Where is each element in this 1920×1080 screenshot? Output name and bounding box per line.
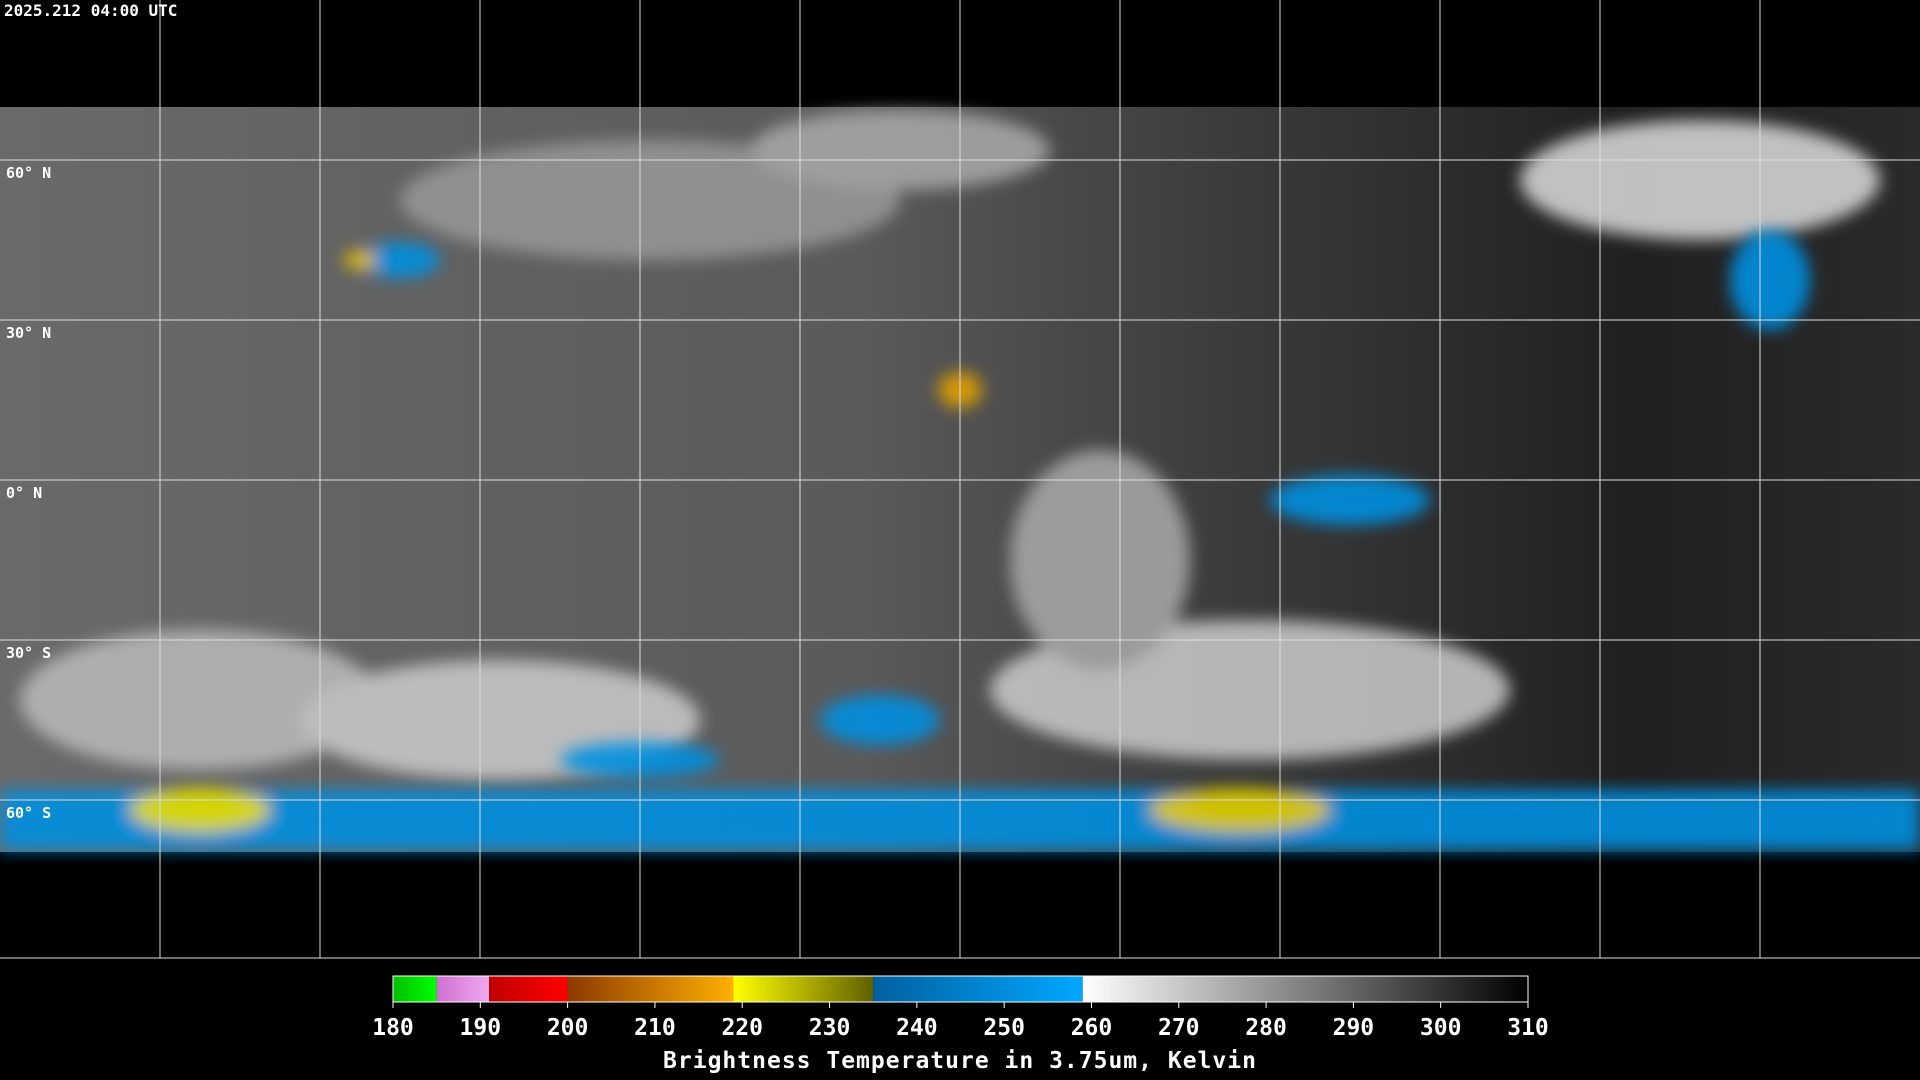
colorbar-tick-label: 180 (372, 1015, 414, 1041)
colorbar-tick-label: 220 (721, 1015, 763, 1041)
colorbar-segment (1082, 976, 1528, 1002)
colorbar-tick-label: 270 (1158, 1015, 1200, 1041)
colorbar-tick-label: 250 (983, 1015, 1025, 1041)
colorbar-tick-label: 240 (896, 1015, 938, 1041)
lat-label: 0° N (6, 484, 42, 502)
colorbar-tick-label: 310 (1507, 1015, 1549, 1041)
colorbar-segment (733, 976, 874, 1002)
colorbar-segment (873, 976, 1083, 1002)
colorbar-tick-label: 260 (1071, 1015, 1113, 1041)
graticule (0, 0, 1920, 959)
colorbar: 180 190 200 210 220 230 240 250 260 270 280 290 300 3… (372, 975, 1549, 1041)
colorbar-tick-label: 280 (1245, 1015, 1287, 1041)
lat-label: 30° N (6, 324, 51, 342)
lat-label: 60° N (6, 164, 51, 182)
colorbar-tick-label: 290 (1333, 1015, 1375, 1041)
latitude-labels: 60° N 30° N 0° N 30° S 60° S (6, 164, 51, 822)
lat-label: 60° S (6, 804, 51, 822)
colorbar-tick-label: 300 (1420, 1015, 1462, 1041)
colorbar-tick-label: 230 (809, 1015, 851, 1041)
colorbar-frame (392, 975, 1529, 1003)
colorbar-segment (393, 976, 437, 1002)
colorbar-segment (567, 976, 734, 1002)
colorbar-tick-label: 190 (460, 1015, 502, 1041)
colorbar-title: Brightness Temperature in 3.75um, Kelvin (663, 1048, 1257, 1074)
timestamp: 2025.212 04:00 UTC (4, 1, 177, 20)
colorbar-tick-label: 200 (547, 1015, 589, 1041)
colorbar-segment (436, 976, 490, 1002)
colorbar-tick-label: 210 (634, 1015, 676, 1041)
lat-label: 30° S (6, 644, 51, 662)
colorbar-segment (489, 976, 568, 1002)
